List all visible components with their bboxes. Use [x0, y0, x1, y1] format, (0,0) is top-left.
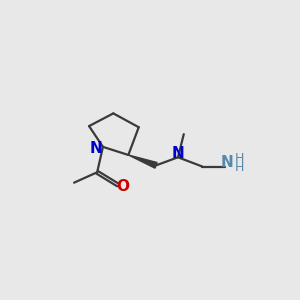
Text: H: H	[235, 152, 244, 165]
Text: N: N	[220, 155, 233, 170]
Text: N: N	[90, 140, 103, 155]
Text: N: N	[171, 146, 184, 160]
Text: O: O	[116, 179, 130, 194]
Polygon shape	[128, 155, 157, 168]
Text: H: H	[235, 161, 244, 174]
